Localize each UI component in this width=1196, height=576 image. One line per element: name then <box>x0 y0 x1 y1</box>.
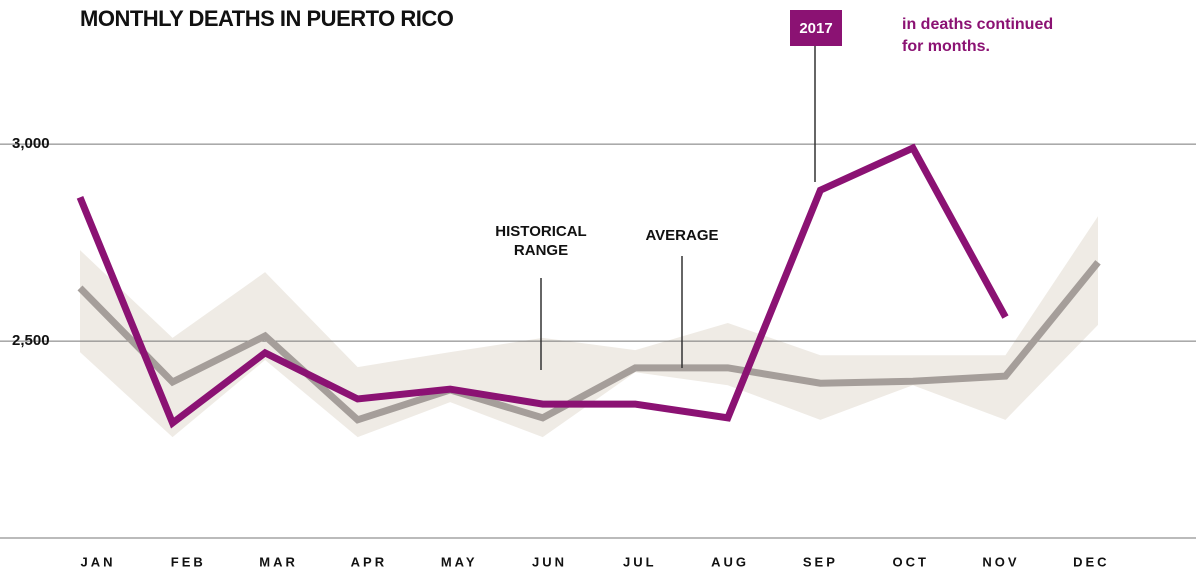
y-tick-label: 2,500 <box>12 332 50 349</box>
chart-title: MONTHLY DEATHS IN PUERTO RICO <box>80 6 454 31</box>
x-tick-label: AUG <box>711 554 749 569</box>
series-line <box>77 260 1101 424</box>
year-label: 2017 <box>799 20 832 37</box>
x-tick-label: NOV <box>982 554 1019 569</box>
x-tick-label: MAY <box>441 554 478 569</box>
x-tick-label: FEB <box>171 554 206 569</box>
x-tick-label: MAR <box>259 554 298 569</box>
series-line <box>76 143 1009 429</box>
x-tick-label: JAN <box>80 554 115 569</box>
x-tick-label: JUN <box>532 554 567 569</box>
y-tick-label: 3,000 <box>12 135 50 152</box>
x-tick-label: JUL <box>623 554 657 569</box>
x-tick-label: OCT <box>892 554 928 569</box>
note: in deaths continued <box>902 16 1053 33</box>
x-tick-label: DEC <box>1073 554 1109 569</box>
x-tick-label: SEP <box>803 554 838 569</box>
average-label: AVERAGE <box>645 227 718 244</box>
note: for months. <box>902 38 990 55</box>
range-label: RANGE <box>514 242 568 259</box>
x-tick-label: APR <box>351 554 387 569</box>
year-box <box>790 10 842 46</box>
range-label: HISTORICAL <box>495 223 586 240</box>
